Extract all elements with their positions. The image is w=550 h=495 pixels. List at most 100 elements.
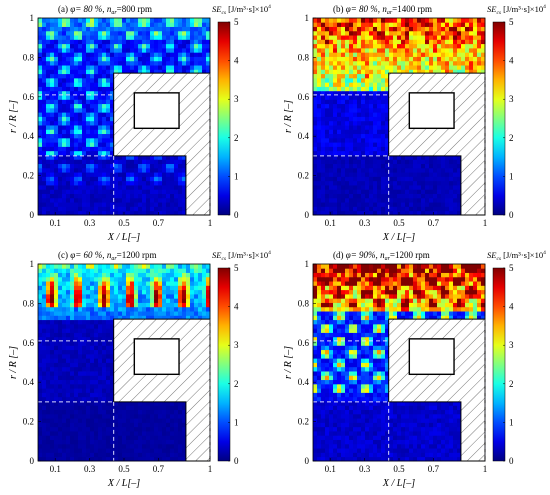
- heatmap-cell: [385, 60, 390, 66]
- heatmap-cell: [82, 125, 87, 130]
- heatmap-cell: [90, 418, 95, 423]
- heatmap-cell: [349, 193, 354, 199]
- heatmap-cell: [441, 155, 446, 160]
- heatmap-cell: [46, 35, 51, 40]
- heatmap-cell: [186, 26, 191, 32]
- heatmap-cell: [393, 210, 398, 216]
- heatmap-cell: [337, 112, 342, 117]
- heatmap-cell: [78, 180, 83, 186]
- heatmap-cell: [453, 22, 458, 27]
- heatmap-cell: [110, 77, 115, 83]
- heatmap-cell: [118, 167, 123, 173]
- heatmap-cell: [66, 18, 71, 23]
- heatmap-cell: [353, 180, 358, 186]
- heatmap-cell: [138, 22, 143, 27]
- heatmap-cell: [369, 159, 374, 165]
- heatmap-cell: [357, 197, 362, 203]
- heatmap-cell: [106, 142, 111, 147]
- heatmap-cell: [170, 452, 175, 458]
- heatmap-cell: [166, 185, 171, 190]
- heatmap-cell: [110, 193, 115, 199]
- heatmap-cell: [409, 35, 414, 40]
- heatmap-cell: [94, 456, 99, 462]
- heatmap-cell: [62, 120, 67, 126]
- heatmap-cell: [162, 401, 167, 406]
- heatmap-cell: [357, 30, 362, 36]
- heatmap-cell: [337, 185, 342, 190]
- heatmap-cell: [150, 443, 155, 449]
- heatmap-cell: [78, 69, 83, 75]
- heatmap-cell: [154, 47, 159, 53]
- heatmap-cell: [98, 52, 103, 57]
- heatmap-cell: [349, 150, 354, 156]
- heatmap-cell: [46, 116, 51, 122]
- heatmap-cell: [198, 56, 203, 62]
- heatmap-cell: [114, 426, 119, 432]
- heatmap-cell: [178, 18, 183, 23]
- heatmap-cell: [46, 202, 51, 207]
- heatmap-cell: [345, 82, 350, 87]
- heatmap-cell: [186, 65, 191, 70]
- heatmap-cell: [46, 163, 51, 169]
- heatmap-cell: [449, 18, 454, 23]
- heatmap-cell: [369, 39, 374, 45]
- heatmap-cell: [66, 375, 71, 381]
- heatmap-cell: [130, 452, 135, 458]
- heatmap-cell: [417, 163, 422, 169]
- heatmap-cell: [146, 418, 151, 423]
- heatmap-cell: [38, 129, 43, 135]
- heatmap-cell: [481, 65, 486, 70]
- heatmap-cell: [102, 73, 107, 79]
- colorbar-tick-label: 3: [509, 94, 514, 104]
- heatmap-cell: [58, 77, 63, 83]
- heatmap-cell: [42, 371, 47, 376]
- heatmap-cell: [457, 39, 462, 45]
- heatmap-cell: [50, 142, 55, 147]
- heatmap-cell: [337, 47, 342, 53]
- heatmap-cell: [345, 95, 350, 100]
- heatmap-cell: [74, 125, 79, 130]
- heatmap-cell: [166, 172, 171, 177]
- heatmap-cell: [421, 56, 426, 62]
- heatmap-cell: [353, 176, 358, 182]
- heatmap-cell: [54, 73, 59, 79]
- heatmap-cell: [194, 52, 199, 57]
- heatmap-cell: [174, 172, 179, 177]
- heatmap-cell: [401, 159, 406, 165]
- heatmap-cell: [461, 56, 466, 62]
- heatmap-cell: [118, 69, 123, 75]
- heatmap-cell: [325, 30, 330, 36]
- heatmap-cell: [401, 163, 406, 169]
- heatmap-cell: [397, 189, 402, 194]
- heatmap-cell: [421, 167, 426, 173]
- heatmap-cell: [417, 210, 422, 216]
- heatmap-cell: [170, 159, 175, 165]
- heatmap-cell: [325, 129, 330, 135]
- heatmap-cell: [174, 197, 179, 203]
- heatmap-cell: [54, 99, 59, 105]
- heatmap-cell: [357, 35, 362, 40]
- heatmap-cell: [126, 39, 131, 45]
- heatmap-cell: [445, 69, 450, 75]
- heatmap-cell: [385, 116, 390, 122]
- heatmap-cell: [481, 39, 486, 45]
- heatmap-cell: [365, 210, 370, 216]
- heatmap-cell: [110, 116, 115, 122]
- heatmap-cell: [106, 388, 111, 393]
- heatmap-cell: [66, 159, 71, 165]
- heatmap-cell: [70, 439, 75, 445]
- heatmap-cell: [329, 107, 334, 113]
- heatmap-cell: [42, 90, 47, 96]
- heatmap-cell: [182, 159, 187, 165]
- heatmap-cell: [146, 413, 151, 419]
- heatmap-cell: [114, 30, 119, 36]
- heatmap-cell: [66, 202, 71, 207]
- heatmap-cell: [413, 185, 418, 190]
- heatmap-cell: [353, 47, 358, 53]
- heatmap-cell: [457, 26, 462, 32]
- heatmap-cell: [78, 197, 83, 203]
- heatmap-cell: [409, 159, 414, 165]
- heatmap-cell: [457, 18, 462, 23]
- heatmap-cell: [186, 22, 191, 27]
- heatmap-cell: [421, 189, 426, 194]
